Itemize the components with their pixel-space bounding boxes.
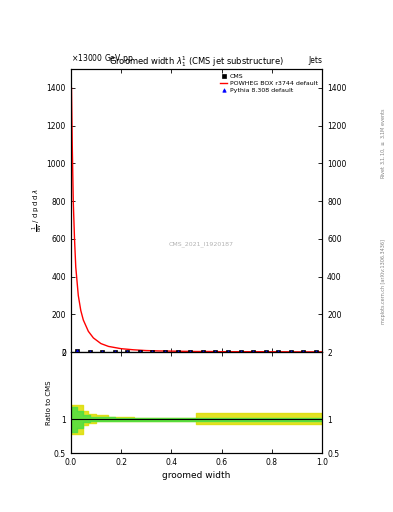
CMS <box>276 349 281 355</box>
CMS <box>150 349 155 355</box>
Legend: CMS, POWHEG BOX r3744 default, Pythia 8.308 default: CMS, POWHEG BOX r3744 default, Pythia 8.… <box>219 72 319 94</box>
CMS <box>288 349 293 355</box>
CMS <box>226 349 230 355</box>
Pythia 8.308 default <box>75 348 79 354</box>
Line: CMS: CMS <box>75 349 318 354</box>
POWHEG BOX r3744 default <box>282 349 287 355</box>
POWHEG BOX r3744 default <box>270 349 274 355</box>
CMS <box>163 349 167 355</box>
CMS <box>75 348 79 354</box>
Pythia 8.308 default <box>200 349 205 355</box>
Pythia 8.308 default <box>188 349 193 355</box>
Text: Rivet 3.1.10, $\geq$ 3.1M events: Rivet 3.1.10, $\geq$ 3.1M events <box>379 108 387 179</box>
CMS <box>100 349 105 355</box>
Text: CMS_2021_I1920187: CMS_2021_I1920187 <box>169 242 234 247</box>
POWHEG BOX r3744 default <box>207 349 211 355</box>
Pythia 8.308 default <box>276 349 281 355</box>
POWHEG BOX r3744 default <box>86 328 91 334</box>
POWHEG BOX r3744 default <box>295 349 299 355</box>
CMS <box>175 349 180 355</box>
Pythia 8.308 default <box>314 349 318 355</box>
POWHEG BOX r3744 default <box>81 317 86 323</box>
Pythia 8.308 default <box>150 349 155 355</box>
POWHEG BOX r3744 default <box>182 348 186 354</box>
POWHEG BOX r3744 default <box>219 349 224 355</box>
Y-axis label: $\frac{1}{\mathrm{d}N}\ /\ \mathrm{d}\,\mathrm{p}\ \mathrm{d}\,\mathrm{d}\,\lamb: $\frac{1}{\mathrm{d}N}\ /\ \mathrm{d}\,\… <box>31 189 45 232</box>
POWHEG BOX r3744 default <box>144 348 149 354</box>
POWHEG BOX r3744 default <box>79 308 83 314</box>
Text: $\times$13000 GeV pp: $\times$13000 GeV pp <box>71 52 133 65</box>
Text: mcplots.cern.ch [arXiv:1306.3436]: mcplots.cern.ch [arXiv:1306.3436] <box>381 239 386 324</box>
POWHEG BOX r3744 default <box>307 349 312 355</box>
Pythia 8.308 default <box>163 349 167 355</box>
Pythia 8.308 default <box>288 349 293 355</box>
POWHEG BOX r3744 default <box>106 344 111 350</box>
Pythia 8.308 default <box>87 349 92 355</box>
POWHEG BOX r3744 default <box>76 292 81 298</box>
Pythia 8.308 default <box>301 349 306 355</box>
CMS <box>112 349 117 355</box>
CMS <box>125 349 130 355</box>
X-axis label: groomed width: groomed width <box>162 471 231 480</box>
POWHEG BOX r3744 default <box>99 340 103 347</box>
CMS <box>188 349 193 355</box>
Pythia 8.308 default <box>213 349 218 355</box>
CMS <box>87 349 92 355</box>
Pythia 8.308 default <box>138 349 142 355</box>
POWHEG BOX r3744 default <box>73 264 78 270</box>
Text: Jets: Jets <box>308 56 322 65</box>
POWHEG BOX r3744 default <box>71 198 75 204</box>
Y-axis label: Ratio to CMS: Ratio to CMS <box>46 380 52 425</box>
CMS <box>213 349 218 355</box>
CMS <box>263 349 268 355</box>
Pythia 8.308 default <box>125 349 130 355</box>
CMS <box>200 349 205 355</box>
POWHEG BOX r3744 default <box>70 141 75 147</box>
POWHEG BOX r3744 default <box>119 346 123 352</box>
POWHEG BOX r3744 default <box>244 349 249 355</box>
Pythia 8.308 default <box>175 349 180 355</box>
POWHEG BOX r3744 default <box>91 335 96 341</box>
CMS <box>238 349 243 355</box>
POWHEG BOX r3744 default <box>232 349 237 355</box>
POWHEG BOX r3744 default <box>131 347 136 353</box>
POWHEG BOX r3744 default <box>72 236 77 242</box>
Pythia 8.308 default <box>251 349 255 355</box>
CMS <box>138 349 142 355</box>
CMS <box>251 349 255 355</box>
Pythia 8.308 default <box>226 349 230 355</box>
POWHEG BOX r3744 default <box>320 349 325 355</box>
POWHEG BOX r3744 default <box>156 348 161 354</box>
CMS <box>314 349 318 355</box>
POWHEG BOX r3744 default <box>69 85 74 91</box>
Title: Groomed width $\lambda_1^1$ (CMS jet substructure): Groomed width $\lambda_1^1$ (CMS jet sub… <box>109 54 284 69</box>
Line: POWHEG BOX r3744 default: POWHEG BOX r3744 default <box>72 88 322 352</box>
POWHEG BOX r3744 default <box>169 348 174 354</box>
CMS <box>301 349 306 355</box>
POWHEG BOX r3744 default <box>257 349 262 355</box>
POWHEG BOX r3744 default <box>194 349 199 355</box>
Pythia 8.308 default <box>112 349 117 355</box>
Pythia 8.308 default <box>100 349 105 355</box>
Line: Pythia 8.308 default: Pythia 8.308 default <box>75 349 318 354</box>
Pythia 8.308 default <box>238 349 243 355</box>
Pythia 8.308 default <box>263 349 268 355</box>
